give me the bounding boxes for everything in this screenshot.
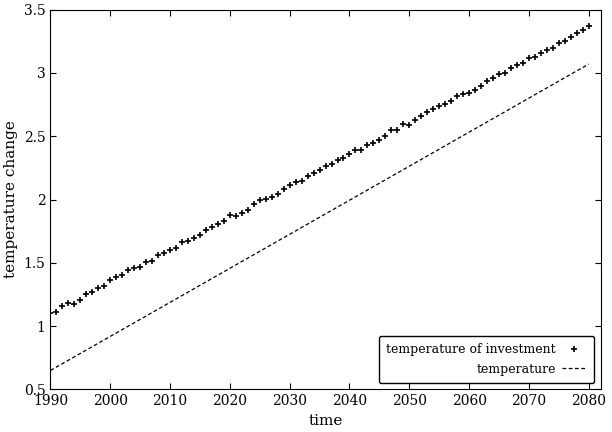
Y-axis label: temperature change: temperature change bbox=[4, 121, 18, 279]
Legend: temperature of investment, temperature: temperature of investment, temperature bbox=[378, 336, 594, 383]
X-axis label: time: time bbox=[308, 414, 343, 428]
